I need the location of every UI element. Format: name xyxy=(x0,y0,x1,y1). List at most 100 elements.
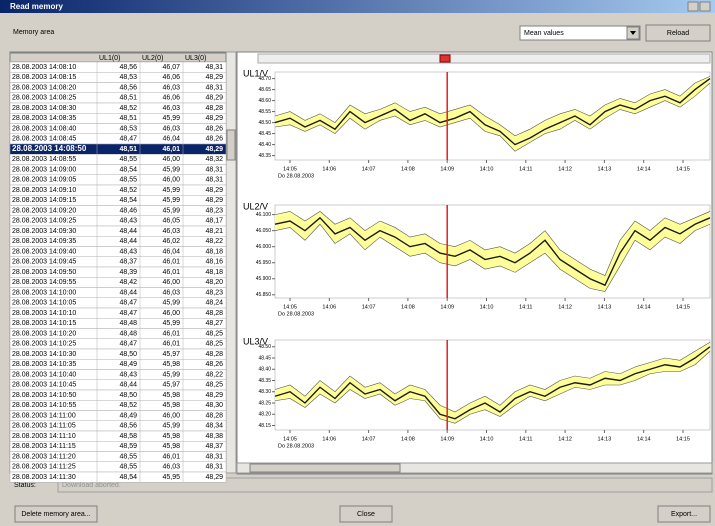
min-max-band xyxy=(275,111,290,127)
minimize-button[interactable] xyxy=(687,1,699,12)
timestamp-cell: 28.08.2003 14:09:55 xyxy=(12,279,76,286)
value-cell: 46,00 xyxy=(162,177,180,184)
value-cell: 48,18 xyxy=(205,269,223,276)
min-max-band xyxy=(305,113,320,132)
min-max-band xyxy=(680,217,695,244)
date-label: Do 28.08.2003 xyxy=(278,311,314,317)
button-label: Delete memory area... xyxy=(21,511,90,518)
x-tick-label: 14:06 xyxy=(322,166,336,172)
slider-marker[interactable] xyxy=(439,54,451,63)
value-cell: 48,52 xyxy=(119,105,137,112)
min-max-band xyxy=(665,358,680,372)
timestamp-cell: 28.08.2003 14:10:30 xyxy=(12,351,76,358)
timestamp-cell: 28.08.2003 14:10:10 xyxy=(12,310,76,317)
y-tick-label: 48.35 xyxy=(258,378,271,384)
value-cell: 48,26 xyxy=(205,361,223,368)
action-button[interactable] xyxy=(657,505,711,523)
value-cell: 48,28 xyxy=(205,310,223,317)
value-cell: 48,43 xyxy=(119,248,137,255)
value-cell: 48,54 xyxy=(119,474,137,481)
plot-area xyxy=(274,339,711,431)
y-tick-label: 45.850 xyxy=(256,292,272,298)
x-tick-label: 14:08 xyxy=(401,436,415,442)
min-max-band xyxy=(650,358,665,374)
value-cell: 48,51 xyxy=(119,146,137,153)
value-cell: 48,44 xyxy=(119,289,137,296)
value-cell: 48,28 xyxy=(205,105,223,112)
min-max-band xyxy=(305,211,320,241)
chart-scrollbar[interactable] xyxy=(236,462,713,474)
action-button[interactable] xyxy=(339,505,393,523)
timestamp-cell: 28.08.2003 14:11:15 xyxy=(12,443,76,450)
status-text: Download aborted. xyxy=(62,482,121,489)
x-tick-label: 14:15 xyxy=(676,436,690,442)
value-cell: 48,58 xyxy=(119,433,137,440)
value-cell: 45,99 xyxy=(162,300,180,307)
timestamp-cell: 28.08.2003 14:11:20 xyxy=(12,453,76,460)
reload-label: Reload xyxy=(667,30,689,37)
reload-button[interactable] xyxy=(645,24,711,42)
y-tick-label: 48.35 xyxy=(258,153,271,159)
x-tick-label: 14:06 xyxy=(322,304,336,310)
mode-select[interactable] xyxy=(519,25,641,41)
value-cell: 46,04 xyxy=(162,136,180,143)
value-cell: 46,03 xyxy=(162,105,180,112)
value-cell: 46,06 xyxy=(162,95,180,102)
timestamp-cell: 28.08.2003 14:10:00 xyxy=(12,289,76,296)
table-scrollbar[interactable] xyxy=(225,51,237,474)
x-tick-label: 14:05 xyxy=(283,436,297,442)
timestamp-cell: 28.08.2003 14:08:20 xyxy=(12,84,76,91)
value-cell: 48,29 xyxy=(205,146,223,153)
value-cell: 46,03 xyxy=(162,84,180,91)
timestamp-cell: 28.08.2003 14:10:15 xyxy=(12,320,76,327)
x-tick-label: 14:12 xyxy=(558,436,572,442)
value-cell: 45,97 xyxy=(162,351,180,358)
value-cell: 48,51 xyxy=(119,95,137,102)
time-slider[interactable] xyxy=(257,53,711,64)
value-cell: 48,55 xyxy=(119,156,137,163)
value-cell: 45,97 xyxy=(162,382,180,389)
value-cell: 48,55 xyxy=(119,177,137,184)
date-label: Do 28.08.2003 xyxy=(278,443,314,449)
x-tick-label: 14:13 xyxy=(598,166,612,172)
timestamp-cell: 28.08.2003 14:10:35 xyxy=(12,361,76,368)
timestamp-cell: 28.08.2003 14:11:30 xyxy=(12,474,76,481)
value-cell: 46,01 xyxy=(162,453,180,460)
value-cell: 48,48 xyxy=(119,320,137,327)
min-line xyxy=(274,223,711,292)
value-cell: 48,55 xyxy=(119,453,137,460)
value-cell: 48,55 xyxy=(119,464,137,471)
y-tick-label: 48.40 xyxy=(258,367,271,373)
value-cell: 45,98 xyxy=(162,361,180,368)
scroll-thumb[interactable] xyxy=(226,129,236,161)
value-cell: 46,01 xyxy=(162,146,180,153)
action-button[interactable] xyxy=(14,505,98,523)
x-tick-label: 14:13 xyxy=(598,304,612,310)
value-cell: 48,56 xyxy=(119,423,137,430)
close-x-button[interactable] xyxy=(699,1,711,12)
y-tick-label: 45.950 xyxy=(256,260,272,266)
min-max-band xyxy=(605,371,620,385)
value-cell: 48,22 xyxy=(205,238,223,245)
value-cell: 48,44 xyxy=(119,238,137,245)
value-cell: 45,99 xyxy=(162,320,180,327)
value-cell: 48,27 xyxy=(205,320,223,327)
value-cell: 48,29 xyxy=(205,115,223,122)
table-row xyxy=(9,471,227,483)
y-tick-label: 48.45 xyxy=(258,131,271,137)
timestamp-cell: 28.08.2003 14:08:25 xyxy=(12,95,76,102)
timestamp-cell: 28.08.2003 14:09:00 xyxy=(12,166,76,173)
y-tick-label: 48.30 xyxy=(258,389,271,395)
value-cell: 45,99 xyxy=(162,115,180,122)
x-tick-label: 14:13 xyxy=(598,436,612,442)
value-cell: 46,03 xyxy=(162,464,180,471)
min-max-band xyxy=(575,109,590,130)
h-scroll-thumb[interactable] xyxy=(249,463,401,473)
x-tick-label: 14:11 xyxy=(519,166,532,172)
min-max-band xyxy=(500,391,515,417)
min-max-band xyxy=(335,376,350,403)
value-cell: 48,48 xyxy=(119,330,137,337)
value-cell: 48,21 xyxy=(205,228,223,235)
column-header: UL3(0) xyxy=(185,55,206,62)
y-tick-label: 48.70 xyxy=(258,76,271,82)
